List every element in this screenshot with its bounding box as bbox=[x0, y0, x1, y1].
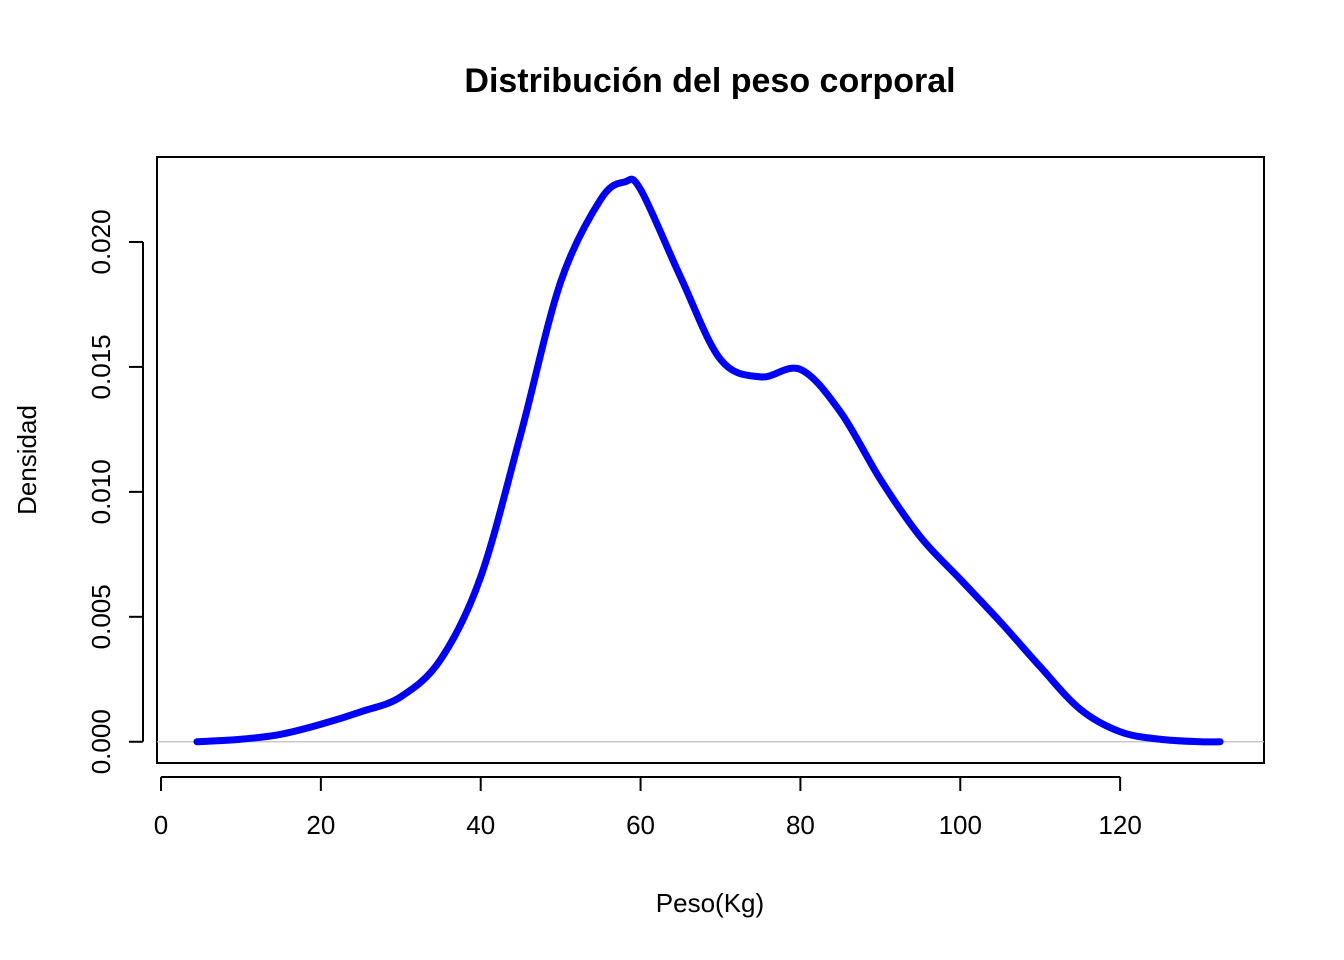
chart-title: Distribución del peso corporal bbox=[464, 62, 955, 100]
y-axis: 0.000 0.005 0.010 0.015 0.020 bbox=[86, 209, 144, 774]
x-tick-label: 20 bbox=[306, 810, 335, 840]
y-tick-label: 0.000 bbox=[86, 709, 116, 774]
x-axis-label: Peso(Kg) bbox=[656, 888, 764, 918]
x-tick-label: 0 bbox=[154, 810, 168, 840]
y-axis-label: Densidad bbox=[12, 405, 42, 515]
x-tick-label: 60 bbox=[626, 810, 655, 840]
x-axis: 0 20 40 60 80 100 120 bbox=[154, 776, 1142, 840]
x-tick-label: 120 bbox=[1098, 810, 1141, 840]
density-line bbox=[193, 175, 1224, 746]
plot-frame bbox=[156, 156, 1265, 764]
x-tick-label: 80 bbox=[786, 810, 815, 840]
y-tick-label: 0.020 bbox=[86, 209, 116, 274]
series-group bbox=[193, 175, 1224, 746]
x-tick-label: 100 bbox=[939, 810, 982, 840]
y-tick-label: 0.010 bbox=[86, 459, 116, 524]
y-tick-label: 0.015 bbox=[86, 334, 116, 399]
x-tick-label: 40 bbox=[466, 810, 495, 840]
y-tick-label: 0.005 bbox=[86, 584, 116, 649]
